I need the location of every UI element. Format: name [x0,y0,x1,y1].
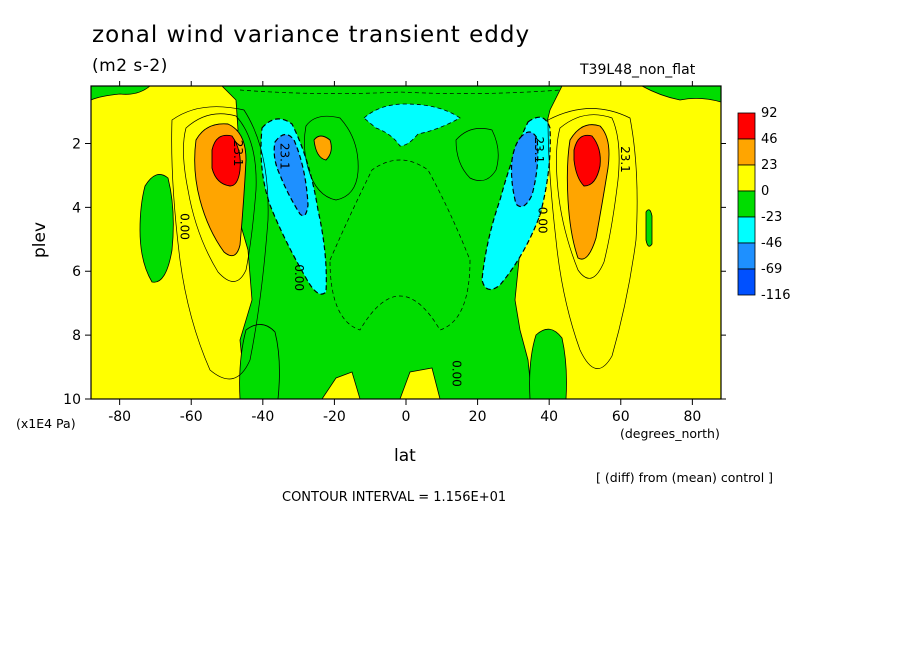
colorbar-swatch [737,242,756,270]
x-tick-label: 80 [683,409,701,425]
region-red-right [573,134,601,187]
contour-value-label: 23.1 [278,143,292,170]
contour-value-label: 0.00 [535,207,549,234]
contour-line [239,89,561,94]
colorbar-label: -116 [761,288,791,303]
negative-contour-lines [239,89,561,331]
colorbar-label: -23 [761,210,782,225]
contour-value-label: 23.1 [618,146,632,173]
x-tick-label: 20 [469,409,487,425]
chart-units-label: (m2 s-2) [92,56,168,76]
run-label: T39L48_non_flat [580,62,696,78]
region-green-top-left [90,85,152,101]
colorbar-label: -46 [761,236,782,251]
chart-title: zonal wind variance transient eddy [92,22,531,48]
x-tick-label: -60 [180,409,203,425]
y-axis: 2 4 6 8 10 [63,136,726,408]
colorbar-label: 92 [761,106,778,121]
region-orange-small-left [313,135,332,161]
y-axis-unit-label: (x1E4 Pa) [16,416,76,431]
contour-line [171,106,269,380]
region-green-right-small [645,209,653,247]
colorbar-swatch [737,138,756,166]
contour-labels: 23.1 23.1 0.00 0.00 23.1 0.00 23.1 0.00 [177,137,631,387]
x-tick-label: -40 [251,409,274,425]
y-tick-label: 4 [72,200,81,216]
colorbar-swatch [737,190,756,218]
colorbar-swatch [737,164,756,192]
region-blue-right [510,131,539,208]
x-tick-label: -20 [323,409,346,425]
contour-lines [171,106,638,380]
contour-line [556,114,620,279]
contour-value-label: 0.00 [177,213,191,240]
diff-annotation: [ (diff) from (mean) control ] [596,470,774,485]
colorbar-legend: 92 46 23 0 -23 -46 -69 -116 [737,106,791,303]
region-red-left [211,134,241,187]
x-tick-label: 60 [612,409,630,425]
colorbar-label: 0 [761,184,769,199]
y-tick-label: 10 [63,392,81,408]
contour-line [304,115,359,201]
plot-area: 23.1 23.1 0.00 0.00 23.1 0.00 23.1 0.00 [90,85,722,400]
contour-value-label: 0.00 [450,360,464,387]
region-green-left-upper [139,174,174,283]
region-green-top-right [640,85,722,103]
region-green-right-lower [529,328,567,400]
colorbar-label: 46 [761,132,778,147]
colorbar-swatch [737,112,756,140]
region-blue-left [273,133,309,217]
x-tick-label: 40 [540,409,558,425]
contour-value-label: 23.1 [231,140,245,167]
contour-line [329,159,471,331]
colorbar-label: 23 [761,158,778,173]
y-tick-label: 2 [72,136,81,152]
x-axis-label: lat [394,446,416,466]
colorbar-label: -69 [761,262,782,277]
colorbar-swatch [737,216,756,244]
contour-value-label: 23.1 [532,137,546,164]
colorbar-swatch [737,268,756,296]
contour-line [547,108,638,369]
contour-line [455,128,499,181]
contour-line [183,113,257,282]
x-tick-label: 0 [402,409,411,425]
contour-value-label: 0.00 [292,264,306,291]
x-axis: -80 -60 -40 -20 0 20 40 60 80 [108,81,701,425]
x-tick-label: -80 [108,409,131,425]
y-tick-label: 8 [72,328,81,344]
region-cyan-top [363,103,461,147]
region-green-left-lower [239,324,280,400]
contour-interval-label: CONTOUR INTERVAL = 1.156E+01 [282,490,507,505]
x-axis-unit-label: (degrees_north) [620,426,720,441]
y-tick-label: 6 [72,264,81,280]
